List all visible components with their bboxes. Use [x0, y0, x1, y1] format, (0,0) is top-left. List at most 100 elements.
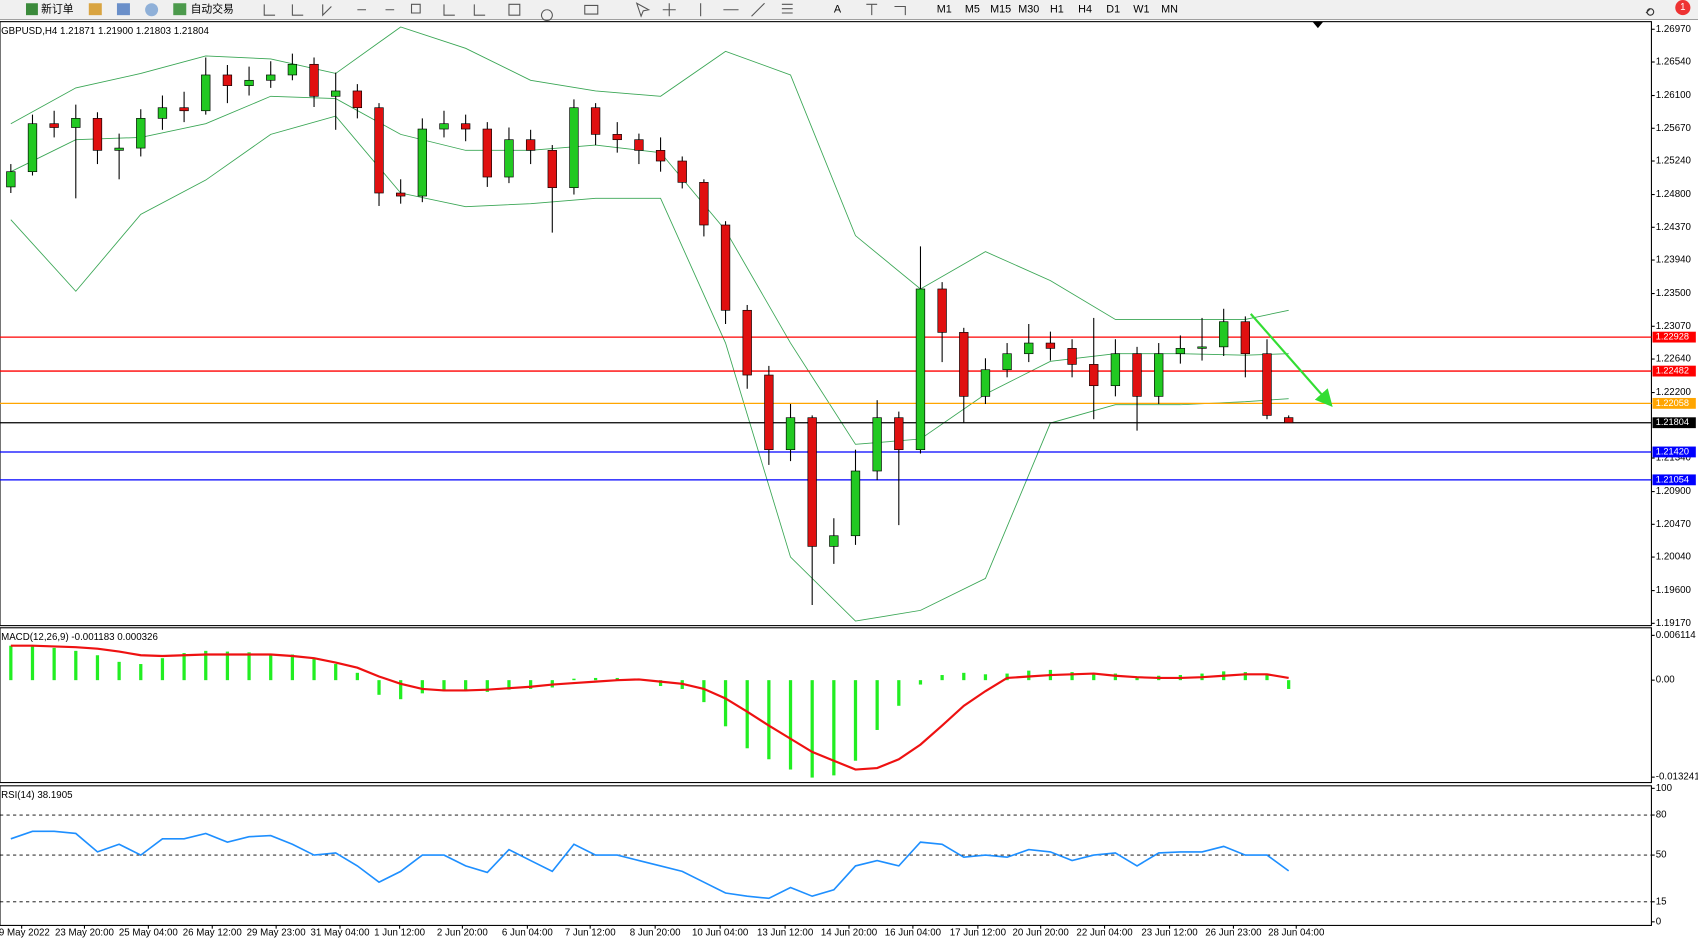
- candle-body: [655, 150, 666, 162]
- macd-bar: [529, 680, 533, 689]
- x-tick-label: 16 Jun 04:00: [885, 928, 942, 939]
- y-tick-label: -0.013241: [1656, 772, 1698, 783]
- candle-body: [352, 90, 363, 109]
- macd-bar: [1265, 673, 1269, 681]
- candle-body: [915, 288, 926, 451]
- macd-bar: [399, 680, 403, 700]
- candle-body: [49, 123, 59, 128]
- candle-body: [677, 160, 687, 183]
- macd-bar: [853, 680, 858, 761]
- text-tool[interactable]: A: [834, 4, 842, 16]
- macd-bar: [204, 650, 208, 681]
- macd-bar: [702, 680, 706, 703]
- macd-bar: [658, 680, 663, 687]
- y-tick-label: 1.25240: [1656, 156, 1692, 167]
- candle-body: [71, 118, 81, 128]
- candle-body: [1110, 353, 1121, 387]
- candle-body: [504, 139, 514, 178]
- toolbar-bg: [0, 0, 1698, 20]
- x-tick-label: 20 Jun 20:00: [1013, 928, 1070, 939]
- timeframe-button[interactable]: H1: [1050, 4, 1064, 16]
- notification-badge[interactable]: [1675, 0, 1691, 16]
- price-level-box: [1652, 417, 1696, 429]
- x-tick-label: 10 Jun 04:00: [692, 928, 749, 939]
- auto-trading-button[interactable]: 自动交易: [191, 2, 234, 16]
- macd-bar: [30, 646, 35, 681]
- candle-body: [201, 74, 211, 112]
- price-level-label: 1.22058: [1656, 398, 1689, 408]
- macd-bar: [723, 680, 728, 727]
- timeframe-button[interactable]: M5: [965, 4, 980, 16]
- macd-bar: [139, 664, 143, 681]
- candle-body: [720, 224, 731, 311]
- rsi-line: [10, 830, 1290, 900]
- macd-bar: [593, 677, 598, 681]
- macd-bar: [918, 680, 923, 685]
- timeframe-button[interactable]: M1: [937, 4, 952, 16]
- macd-bar: [940, 675, 944, 681]
- macd-bar: [1287, 680, 1291, 689]
- shift-marker: [1312, 21, 1324, 29]
- candle-body: [1089, 364, 1099, 387]
- y-tick-label: 1.22200: [1656, 387, 1692, 398]
- auto-trading-icon[interactable]: [173, 3, 187, 16]
- price-level-box: [1652, 474, 1696, 486]
- candle-body: [179, 107, 189, 112]
- macd-bar: [1027, 670, 1031, 681]
- rsi-panel: [0, 814, 1652, 903]
- x-tick-label: 26 Jun 23:00: [1205, 928, 1262, 939]
- candle-body: [1284, 417, 1294, 424]
- candle-body: [590, 107, 601, 135]
- candle-body: [460, 123, 471, 130]
- candle-body: [222, 74, 233, 86]
- macd-bar: [1113, 673, 1118, 681]
- tool-icons[interactable]: [263, 2, 906, 22]
- candle-body: [374, 107, 384, 194]
- macd-bar: [485, 680, 489, 692]
- x-tick-label: 29 May 23:00: [247, 928, 307, 939]
- x-tick-label: 17 Jun 12:00: [950, 928, 1007, 939]
- timeframe-button[interactable]: M30: [1018, 4, 1039, 16]
- timeframe-button[interactable]: W1: [1133, 4, 1149, 16]
- candle-body: [114, 147, 124, 151]
- new-order-button[interactable]: 新订单: [41, 2, 74, 16]
- macd-bar: [312, 658, 316, 681]
- candle-body: [6, 171, 16, 188]
- candle-body: [92, 118, 103, 151]
- candle-body: [525, 139, 536, 151]
- candle-body: [980, 369, 991, 397]
- candle-body: [699, 182, 709, 226]
- macd-bar: [1243, 672, 1247, 681]
- toolbar-icon[interactable]: [88, 3, 102, 16]
- macd-bar: [572, 678, 576, 681]
- timeframe-button[interactable]: D1: [1106, 4, 1120, 16]
- timeframe-button[interactable]: M15: [990, 4, 1011, 16]
- y-tick-label: 1.26970: [1656, 24, 1692, 35]
- y-tick-label: 1.22640: [1656, 354, 1692, 365]
- macd-bar: [225, 651, 230, 681]
- timeframe-button[interactable]: MN: [1161, 4, 1178, 16]
- candle-body: [612, 134, 622, 141]
- panel-title: GBPUSD,H4 1.21871 1.21900 1.21803 1.2180…: [1, 26, 209, 37]
- macd-signal: [10, 644, 1289, 771]
- toolbar-icon[interactable]: [116, 3, 130, 16]
- x-tick-label: 7 Jun 12:00: [565, 928, 616, 939]
- bollinger-band: [10, 95, 1289, 445]
- toolbar-icon[interactable]: [145, 3, 159, 17]
- candle-body: [1219, 321, 1229, 348]
- candle-body: [396, 192, 406, 197]
- macd-panel: [9, 644, 1291, 778]
- new-order-icon[interactable]: [25, 3, 38, 16]
- timeframe-button[interactable]: H4: [1078, 4, 1092, 16]
- x-tick-label: 26 May 12:00: [183, 928, 243, 939]
- candle-body: [417, 128, 427, 197]
- macd-bar: [9, 645, 13, 681]
- candle-body: [959, 332, 969, 397]
- y-tick-label: 1.20470: [1656, 519, 1692, 530]
- timeframe-bar: M1 M5 M15 M30 H1 H4 D1 W1 MN: [937, 4, 1178, 16]
- candle-body: [266, 74, 276, 81]
- y-tick-label: 1.26100: [1656, 90, 1692, 101]
- macd-bar: [464, 680, 468, 691]
- search-icon[interactable]: [1645, 8, 1655, 16]
